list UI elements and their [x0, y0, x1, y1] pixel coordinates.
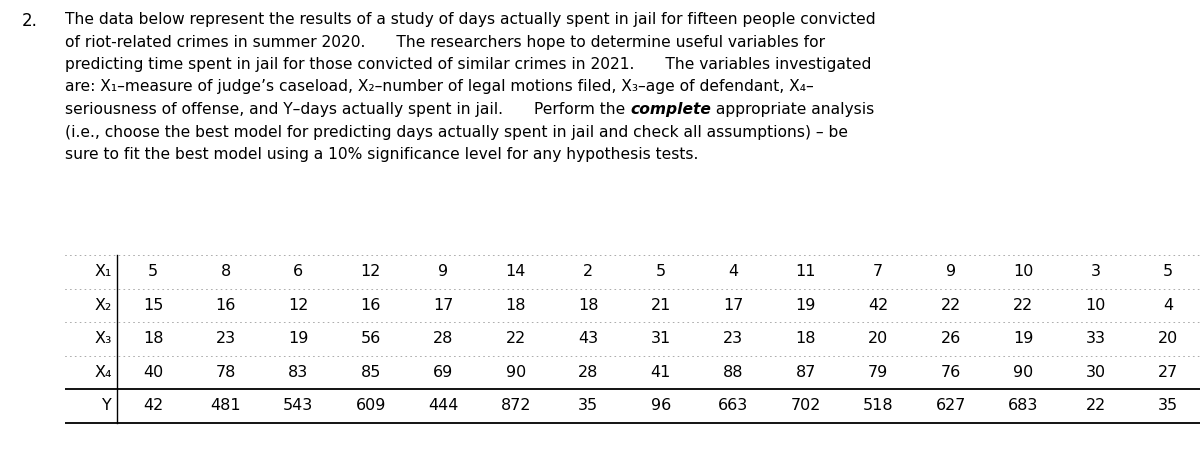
Text: 9: 9	[438, 264, 449, 279]
Text: 8: 8	[221, 264, 230, 279]
Text: 18: 18	[578, 298, 599, 313]
Text: 2: 2	[583, 264, 593, 279]
Text: sure to fit the best model using a 10% significance level for any hypothesis tes: sure to fit the best model using a 10% s…	[65, 147, 698, 162]
Text: 19: 19	[1013, 331, 1033, 346]
Text: 627: 627	[936, 398, 966, 413]
Text: 683: 683	[1008, 398, 1038, 413]
Text: 43: 43	[578, 331, 599, 346]
Text: of riot-related crimes in summer 2020.  The researchers hope to determine useful: of riot-related crimes in summer 2020. T…	[65, 35, 826, 49]
Text: predicting time spent in jail for those convicted of similar crimes in 2021.  Th: predicting time spent in jail for those …	[65, 57, 871, 72]
Text: 42: 42	[143, 398, 163, 413]
Text: 10: 10	[1013, 264, 1033, 279]
Text: 663: 663	[718, 398, 749, 413]
Text: 543: 543	[283, 398, 313, 413]
Text: 22: 22	[1086, 398, 1106, 413]
Text: 22: 22	[941, 298, 961, 313]
Text: 40: 40	[143, 365, 163, 380]
Text: X₄: X₄	[95, 365, 112, 380]
Text: X₂: X₂	[95, 298, 112, 313]
Text: 22: 22	[1013, 298, 1033, 313]
Text: 56: 56	[361, 331, 380, 346]
Text: 96: 96	[650, 398, 671, 413]
Text: 12: 12	[360, 264, 380, 279]
Text: 18: 18	[505, 298, 526, 313]
Text: seriousness of offense, and Y–days actually spent in jail.  Perform the: seriousness of offense, and Y–days actua…	[65, 102, 630, 117]
Text: 5: 5	[655, 264, 666, 279]
Text: 83: 83	[288, 365, 308, 380]
Text: 85: 85	[360, 365, 380, 380]
Text: 14: 14	[505, 264, 526, 279]
Text: X₁: X₁	[95, 264, 112, 279]
Text: 76: 76	[941, 365, 961, 380]
Text: 33: 33	[1086, 331, 1105, 346]
Text: Y: Y	[102, 398, 112, 413]
Text: The data below represent the results of a study of days actually spent in jail f: The data below represent the results of …	[65, 12, 876, 27]
Text: 19: 19	[288, 331, 308, 346]
Text: 79: 79	[868, 365, 888, 380]
Text: 4: 4	[1163, 298, 1174, 313]
Text: 16: 16	[360, 298, 380, 313]
Text: 3: 3	[1091, 264, 1100, 279]
Text: X₃: X₃	[95, 331, 112, 346]
Text: 5: 5	[148, 264, 158, 279]
Text: 23: 23	[724, 331, 743, 346]
Text: 20: 20	[1158, 331, 1178, 346]
Text: (i.e., choose the best model for predicting days actually spent in jail and chec: (i.e., choose the best model for predict…	[65, 124, 848, 140]
Text: 42: 42	[868, 298, 888, 313]
Text: 19: 19	[796, 298, 816, 313]
Text: 28: 28	[578, 365, 599, 380]
Text: 41: 41	[650, 365, 671, 380]
Text: 31: 31	[650, 331, 671, 346]
Text: 481: 481	[210, 398, 241, 413]
Text: 28: 28	[433, 331, 454, 346]
Text: 18: 18	[143, 331, 163, 346]
Text: are: X₁–measure of judge’s caseload, X₂–number of legal motions filed, X₃–age of: are: X₁–measure of judge’s caseload, X₂–…	[65, 79, 814, 95]
Text: 17: 17	[724, 298, 744, 313]
Text: 87: 87	[796, 365, 816, 380]
Text: 5: 5	[1163, 264, 1174, 279]
Text: 90: 90	[1013, 365, 1033, 380]
Text: 702: 702	[791, 398, 821, 413]
Text: 7: 7	[874, 264, 883, 279]
Text: 18: 18	[796, 331, 816, 346]
Text: 69: 69	[433, 365, 454, 380]
Text: 9: 9	[946, 264, 956, 279]
Text: 20: 20	[868, 331, 888, 346]
Text: 35: 35	[578, 398, 599, 413]
Text: 6: 6	[293, 264, 304, 279]
Text: complete: complete	[630, 102, 710, 117]
Text: 88: 88	[722, 365, 744, 380]
Text: 78: 78	[216, 365, 236, 380]
Text: 15: 15	[143, 298, 163, 313]
Text: 23: 23	[216, 331, 236, 346]
Text: 872: 872	[500, 398, 530, 413]
Text: 17: 17	[433, 298, 454, 313]
Text: 2.: 2.	[22, 12, 38, 30]
Text: 35: 35	[1158, 398, 1178, 413]
Text: 4: 4	[728, 264, 738, 279]
Text: 12: 12	[288, 298, 308, 313]
Text: 16: 16	[216, 298, 236, 313]
Text: 27: 27	[1158, 365, 1178, 380]
Text: 11: 11	[796, 264, 816, 279]
Text: 90: 90	[505, 365, 526, 380]
Text: 444: 444	[428, 398, 458, 413]
Text: 30: 30	[1086, 365, 1106, 380]
Text: 21: 21	[650, 298, 671, 313]
Text: 10: 10	[1086, 298, 1106, 313]
Text: 609: 609	[355, 398, 386, 413]
Text: 518: 518	[863, 398, 894, 413]
Text: 26: 26	[941, 331, 961, 346]
Text: appropriate analysis: appropriate analysis	[710, 102, 875, 117]
Text: 22: 22	[505, 331, 526, 346]
